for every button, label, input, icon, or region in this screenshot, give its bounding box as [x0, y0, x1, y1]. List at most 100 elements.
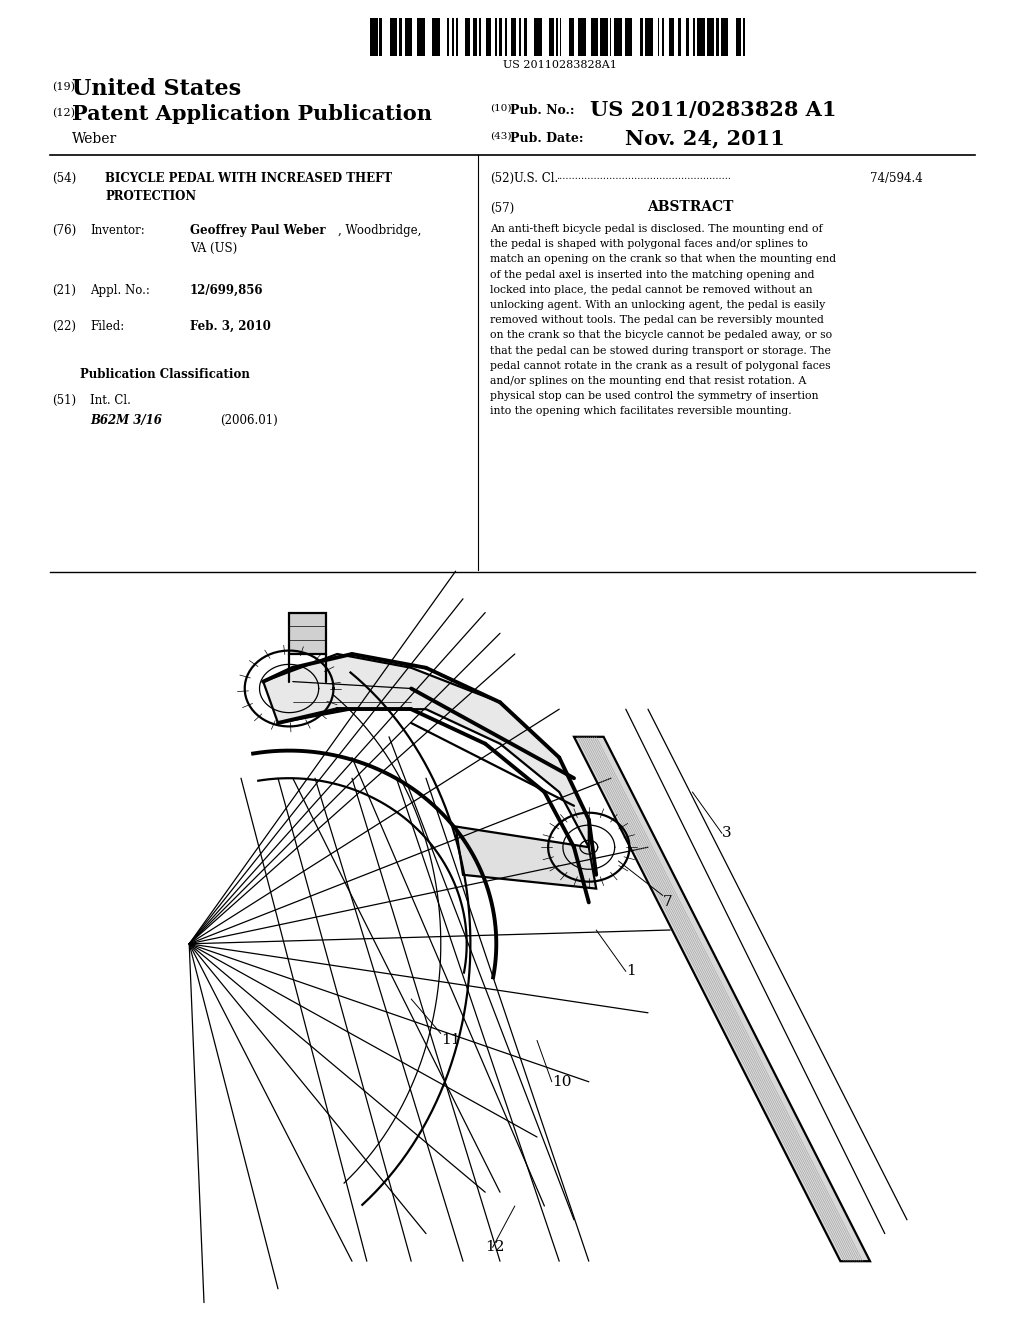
- Text: (54): (54): [52, 172, 76, 185]
- Bar: [404, 18, 413, 55]
- Bar: [645, 18, 653, 55]
- Text: (10): (10): [490, 104, 512, 114]
- Text: 11: 11: [440, 1034, 461, 1047]
- Text: (51): (51): [52, 393, 76, 407]
- Text: 7: 7: [663, 895, 673, 909]
- Bar: [591, 18, 598, 55]
- Text: (21): (21): [52, 284, 76, 297]
- Text: United States: United States: [72, 78, 241, 100]
- Text: US 2011/0283828 A1: US 2011/0283828 A1: [590, 100, 837, 120]
- Bar: [625, 18, 632, 55]
- Bar: [743, 18, 745, 55]
- Bar: [556, 18, 558, 55]
- Bar: [523, 18, 526, 55]
- Text: VA (US): VA (US): [190, 242, 238, 255]
- Bar: [707, 18, 714, 55]
- Text: PROTECTION: PROTECTION: [105, 190, 197, 203]
- Polygon shape: [456, 826, 596, 888]
- Text: B62M 3/16: B62M 3/16: [90, 414, 162, 426]
- Text: Weber: Weber: [72, 132, 118, 147]
- Bar: [697, 18, 705, 55]
- Text: Appl. No.:: Appl. No.:: [90, 284, 150, 297]
- Text: (76): (76): [52, 224, 76, 238]
- Bar: [600, 18, 607, 55]
- Text: (43): (43): [490, 132, 512, 141]
- Bar: [465, 18, 470, 55]
- Bar: [496, 18, 498, 55]
- Bar: [479, 18, 481, 55]
- Bar: [499, 18, 502, 55]
- Text: US 20110283828A1: US 20110283828A1: [503, 59, 616, 70]
- Bar: [535, 18, 542, 55]
- Bar: [549, 18, 554, 55]
- Text: 12/699,856: 12/699,856: [190, 284, 263, 297]
- Bar: [657, 18, 659, 55]
- Bar: [380, 18, 382, 55]
- Bar: [669, 18, 674, 55]
- Bar: [473, 18, 477, 55]
- Text: (12): (12): [52, 108, 75, 119]
- Text: on the crank so that the bicycle cannot be pedaled away, or so: on the crank so that the bicycle cannot …: [490, 330, 833, 341]
- Text: An anti-theft bicycle pedal is disclosed. The mounting end of: An anti-theft bicycle pedal is disclosed…: [490, 224, 822, 234]
- Text: Filed:: Filed:: [90, 319, 124, 333]
- Text: (19): (19): [52, 82, 75, 92]
- Bar: [432, 18, 439, 55]
- Text: (57): (57): [490, 202, 514, 215]
- Text: (22): (22): [52, 319, 76, 333]
- Bar: [390, 18, 397, 55]
- Text: (52): (52): [490, 172, 514, 185]
- Text: 10: 10: [552, 1074, 571, 1089]
- Text: and/or splines on the mounting end that resist rotation. A: and/or splines on the mounting end that …: [490, 376, 806, 385]
- Bar: [678, 18, 681, 55]
- Polygon shape: [263, 653, 589, 847]
- Text: ABSTRACT: ABSTRACT: [647, 201, 733, 214]
- Text: physical stop can be used control the symmetry of insertion: physical stop can be used control the sy…: [490, 391, 818, 401]
- Text: Publication Classification: Publication Classification: [80, 368, 250, 381]
- Bar: [505, 18, 507, 55]
- Bar: [716, 18, 719, 55]
- Text: Pub. Date:: Pub. Date:: [510, 132, 584, 145]
- Bar: [456, 18, 458, 55]
- Bar: [721, 18, 728, 55]
- Text: into the opening which facilitates reversible mounting.: into the opening which facilitates rever…: [490, 407, 792, 416]
- Text: of the pedal axel is inserted into the matching opening and: of the pedal axel is inserted into the m…: [490, 269, 814, 280]
- Bar: [511, 18, 516, 55]
- Text: pedal cannot rotate in the crank as a result of polygonal faces: pedal cannot rotate in the crank as a re…: [490, 360, 830, 371]
- Bar: [399, 18, 402, 55]
- Bar: [663, 18, 665, 55]
- Bar: [609, 18, 611, 55]
- Text: 12: 12: [485, 1241, 505, 1254]
- Bar: [417, 18, 425, 55]
- Polygon shape: [289, 612, 326, 653]
- Bar: [693, 18, 695, 55]
- Bar: [370, 18, 378, 55]
- Bar: [736, 18, 740, 55]
- Text: Feb. 3, 2010: Feb. 3, 2010: [190, 319, 271, 333]
- Text: 1: 1: [626, 965, 636, 978]
- Text: Geoffrey Paul Weber: Geoffrey Paul Weber: [190, 224, 326, 238]
- Bar: [569, 18, 573, 55]
- Text: removed without tools. The pedal can be reversibly mounted: removed without tools. The pedal can be …: [490, 315, 824, 325]
- Text: Int. Cl.: Int. Cl.: [90, 393, 131, 407]
- Polygon shape: [574, 737, 870, 1261]
- Bar: [559, 18, 561, 55]
- Bar: [686, 18, 689, 55]
- Text: Pub. No.:: Pub. No.:: [510, 104, 574, 117]
- Text: the pedal is shaped with polygonal faces and/or splines to: the pedal is shaped with polygonal faces…: [490, 239, 808, 249]
- Text: Patent Application Publication: Patent Application Publication: [72, 104, 432, 124]
- Text: that the pedal can be stowed during transport or storage. The: that the pedal can be stowed during tran…: [490, 346, 830, 355]
- Text: Inventor:: Inventor:: [90, 224, 144, 238]
- Text: ........................................................: ........................................…: [556, 172, 731, 181]
- Bar: [579, 18, 586, 55]
- Bar: [447, 18, 450, 55]
- Text: 3: 3: [722, 826, 731, 841]
- Bar: [452, 18, 454, 55]
- Text: Nov. 24, 2011: Nov. 24, 2011: [625, 128, 784, 148]
- Bar: [486, 18, 490, 55]
- Text: unlocking agent. With an unlocking agent, the pedal is easily: unlocking agent. With an unlocking agent…: [490, 300, 825, 310]
- Text: (2006.01): (2006.01): [220, 414, 278, 426]
- Bar: [519, 18, 521, 55]
- Bar: [614, 18, 622, 55]
- Text: , Woodbridge,: , Woodbridge,: [338, 224, 421, 238]
- Bar: [130, 585, 870, 1275]
